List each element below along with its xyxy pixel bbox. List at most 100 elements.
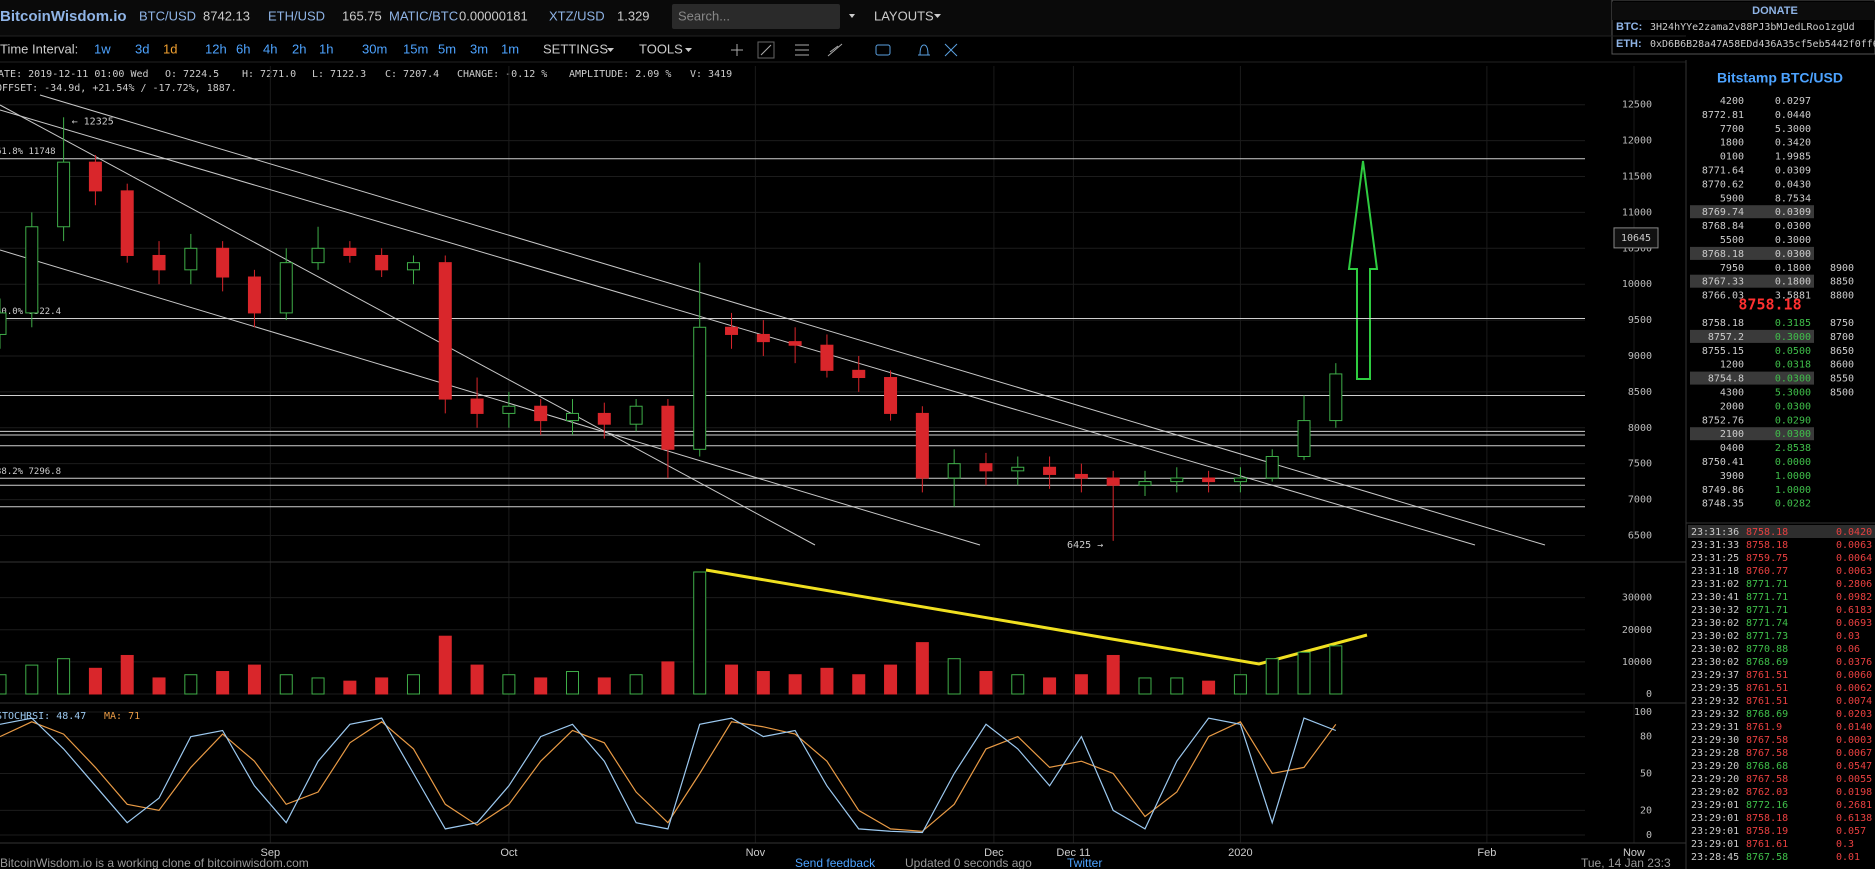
search-box[interactable] [672, 4, 840, 29]
donate-btc-address[interactable]: 3H24hYYe2zama2v88PJ3bMJedLRoo1zgUd [1650, 22, 1855, 33]
layouts-menu[interactable]: LAYOUTS [874, 8, 934, 23]
candle-body [1074, 473, 1088, 479]
camera-icon[interactable] [875, 44, 891, 56]
book-price: 8771.64 [1702, 166, 1744, 177]
donate-btc-label: BTC: [1616, 21, 1642, 33]
target-arrow [1347, 160, 1379, 380]
trade-amount: 0.3 [1836, 839, 1854, 850]
candle-body [534, 405, 548, 422]
volume-bar [1170, 677, 1184, 695]
interval-button[interactable]: 2h [292, 41, 306, 56]
book-amount: 0.0297 [1775, 96, 1811, 107]
depth-label: 8550 [1830, 374, 1854, 385]
order-book: Bitstamp BTC/USD 8758.18 4200 0.0297 8772.… [1690, 70, 1854, 510]
info-item: H: 7271.0 [242, 69, 296, 80]
volume-bar [1233, 674, 1247, 695]
book-price: 5900 [1720, 193, 1744, 204]
updated-status: Updated 0 seconds ago [905, 856, 1032, 869]
trade-amount: 0.0693 [1836, 618, 1872, 629]
trade-time: 23:30:02 [1691, 618, 1739, 629]
interval-button[interactable]: 30m [362, 41, 387, 56]
interval-button[interactable]: 1m [501, 41, 519, 56]
interval-button[interactable]: 1w [94, 41, 111, 56]
book-amount: 0.0282 [1775, 499, 1811, 510]
feedback-link[interactable]: Send feedback [795, 856, 876, 869]
trade-price: 8768.68 [1746, 761, 1788, 772]
candle-body [947, 463, 961, 479]
interval-button[interactable]: 1h [319, 41, 333, 56]
trade-time: 23:30:02 [1691, 657, 1739, 668]
interval-button[interactable]: 3d [135, 41, 149, 56]
candle-body [597, 412, 611, 425]
tools-menu[interactable]: TOOLS [639, 41, 683, 56]
volume-bar [343, 680, 357, 695]
book-price: 2000 [1720, 401, 1744, 412]
trade-amount: 0.0064 [1836, 553, 1872, 564]
volume-tick-label: 10000 [1622, 657, 1652, 668]
brand[interactable]: BitcoinWisdom.io [0, 8, 127, 25]
twitter-link[interactable]: Twitter [1067, 856, 1102, 869]
info-item: L: 7122.3 [312, 69, 366, 80]
book-price: 4300 [1720, 388, 1744, 399]
settings-menu[interactable]: SETTINGS [543, 41, 608, 56]
volume-bar [502, 674, 516, 695]
candle-body [756, 333, 770, 343]
volume-bar [0, 674, 7, 695]
price-marker-box [1613, 227, 1659, 249]
crosshair-tool[interactable] [731, 44, 743, 56]
book-price: 8767.33 [1702, 277, 1744, 288]
ticker-pair[interactable]: XTZ/USD [549, 8, 605, 23]
trade-time: 23:29:20 [1691, 761, 1739, 772]
volume-bar [947, 658, 961, 695]
book-amount: 0.1800 [1775, 263, 1811, 274]
alert-icon[interactable] [918, 44, 930, 56]
ticker-pair[interactable]: ETH/USD [268, 8, 325, 23]
volume-bar [534, 677, 548, 695]
book-price: 0400 [1720, 443, 1744, 454]
fullscreen-icon[interactable] [944, 43, 958, 57]
trade-amount: 0.01 [1836, 852, 1860, 863]
settings-caret [607, 48, 614, 52]
book-amount: 8.7534 [1775, 193, 1811, 204]
book-amount: 0.0000 [1775, 457, 1811, 468]
fib-tool[interactable] [827, 43, 843, 57]
interval-button[interactable]: 4h [263, 41, 277, 56]
hlines-tool[interactable] [795, 44, 809, 56]
trade-time: 23:31:36 [1691, 527, 1739, 538]
candle-body [1329, 373, 1343, 422]
donate-eth-address[interactable]: 0xD6B6B28a47A58EDd436A35cf5eb5442f0ff6 [1650, 39, 1875, 50]
trade-price: 8761.9 [1746, 722, 1782, 733]
book-amount: 0.0309 [1775, 207, 1811, 218]
trade-amount: 0.0420 [1836, 527, 1872, 538]
ticker-pair[interactable]: MATIC/BTC [389, 8, 458, 23]
ticker-pair[interactable]: BTC/USD [139, 8, 196, 23]
book-amount: 0.0430 [1775, 179, 1811, 190]
interval-button[interactable]: 3m [470, 41, 488, 56]
volume-tick-label: 20000 [1622, 625, 1652, 636]
stoch-tick-label: 20 [1640, 805, 1652, 816]
interval-button[interactable]: 1d [163, 41, 177, 56]
interval-button[interactable]: 6h [236, 41, 250, 56]
stoch-label: STOCHRSI: 48.47 [0, 711, 86, 722]
book-price: 8768.18 [1702, 249, 1744, 260]
interval-button[interactable]: 5m [438, 41, 456, 56]
book-amount: 0.0300 [1775, 429, 1811, 440]
search-caret[interactable] [849, 14, 855, 18]
volume-bar [88, 667, 102, 695]
trade-time: 23:28:45 [1691, 852, 1739, 863]
interval-button[interactable]: 12h [205, 41, 227, 56]
search-placeholder: Search... [678, 8, 730, 23]
interval-button[interactable]: 15m [403, 41, 428, 56]
trade-time: 23:31:25 [1691, 553, 1739, 564]
price-tick-label: 10500 [1622, 243, 1652, 254]
line-tool-box[interactable] [757, 41, 775, 59]
trade-amount: 0.0547 [1836, 761, 1872, 772]
trade-time: 23:29:02 [1691, 787, 1739, 798]
trade-time: 23:29:35 [1691, 683, 1739, 694]
candle-body [438, 262, 452, 400]
trade-price: 8772.16 [1746, 800, 1788, 811]
book-price: 5500 [1720, 235, 1744, 246]
line-tool [760, 44, 772, 56]
trade-amount: 0.06 [1836, 644, 1860, 655]
trade-amount: 0.0063 [1836, 566, 1872, 577]
